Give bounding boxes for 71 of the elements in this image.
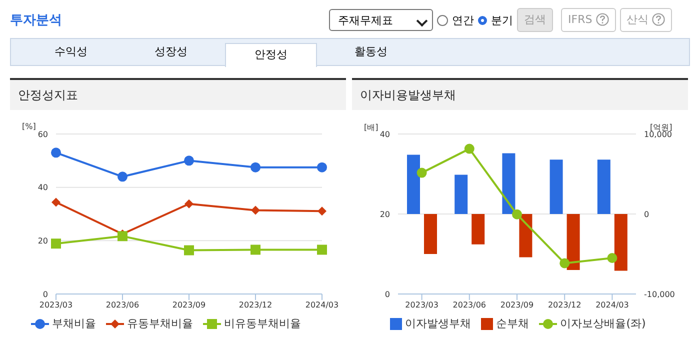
y-tick-label: 40 [38,183,48,192]
x-tick-label: 2023/12 [548,300,582,310]
x-tick-label: 2024/03 [596,300,629,310]
bar [566,214,580,270]
point [416,168,427,178]
bar [407,154,420,214]
x-tick-label: 2024/03 [305,300,339,310]
y2-tick-label: 0 [644,210,650,219]
text: 수익성 [54,44,88,60]
y-axis-title: [배] [364,122,378,133]
chart-title: 안정성지표 [10,78,346,110]
y-tick-label: 20 [380,210,390,219]
text: 산식 [620,8,672,32]
x-tick-label: 2023/03 [39,300,73,310]
y-tick-label: 0 [384,290,390,299]
bar [502,153,516,214]
y-tick-label: 60 [38,130,48,139]
point [251,206,260,215]
chart-title: 이자비용발생부채 [352,78,688,110]
bar [614,214,628,271]
point [184,199,194,208]
legend-label: 이자보상배율(좌) [560,316,646,331]
point [184,156,194,166]
point [51,238,61,249]
text: 안정성 [225,43,317,67]
text: 활동성 [354,44,388,60]
point [317,244,327,255]
text: 투자분석 [10,12,62,29]
text: 검색 [517,8,553,32]
point [52,198,60,207]
bar [519,214,532,258]
y-tick-label: 0 [42,290,48,299]
x-tick-label: 2023/09 [172,300,206,310]
point [118,172,128,182]
y-axis-title: [%] [22,122,36,131]
point [464,144,474,154]
x-tick-label: 2023/06 [106,300,140,310]
x-tick-label: 2023/09 [500,300,534,310]
legend-label: 이자발생부채 [405,316,472,331]
point [560,258,570,268]
y2-tick-label: 10,000 [644,130,672,139]
bar [424,214,437,254]
y-tick-label: 40 [380,130,390,139]
point [318,206,326,216]
bar [472,214,485,244]
text: 성장성 [154,44,188,60]
legend-label: 유동부채비율 [127,316,193,331]
y2-tick-label: -10,000 [644,290,675,299]
legend-label: 비유동부채비율 [224,316,301,331]
bar [597,160,610,214]
point [184,245,194,256]
point [512,209,522,220]
point [118,231,128,242]
point [607,253,618,263]
x-tick-label: 2023/03 [405,300,438,310]
point [51,148,61,158]
bar [454,174,468,214]
legend-label: 부채비율 [52,316,96,331]
text: 연간 [452,12,474,28]
y-tick-label: 20 [38,236,48,246]
point [250,162,260,172]
text: 분기 [491,12,513,28]
x-tick-label: 2023/12 [238,300,272,310]
point [317,162,327,172]
legend-label: 순부채 [496,316,530,331]
bar [550,160,563,214]
y2-axis-title: [억원] [650,122,672,132]
text: IFRS [561,8,616,32]
x-tick-label: 2023/06 [452,300,486,310]
point [250,244,260,255]
text: 주재무제표 [329,9,433,31]
